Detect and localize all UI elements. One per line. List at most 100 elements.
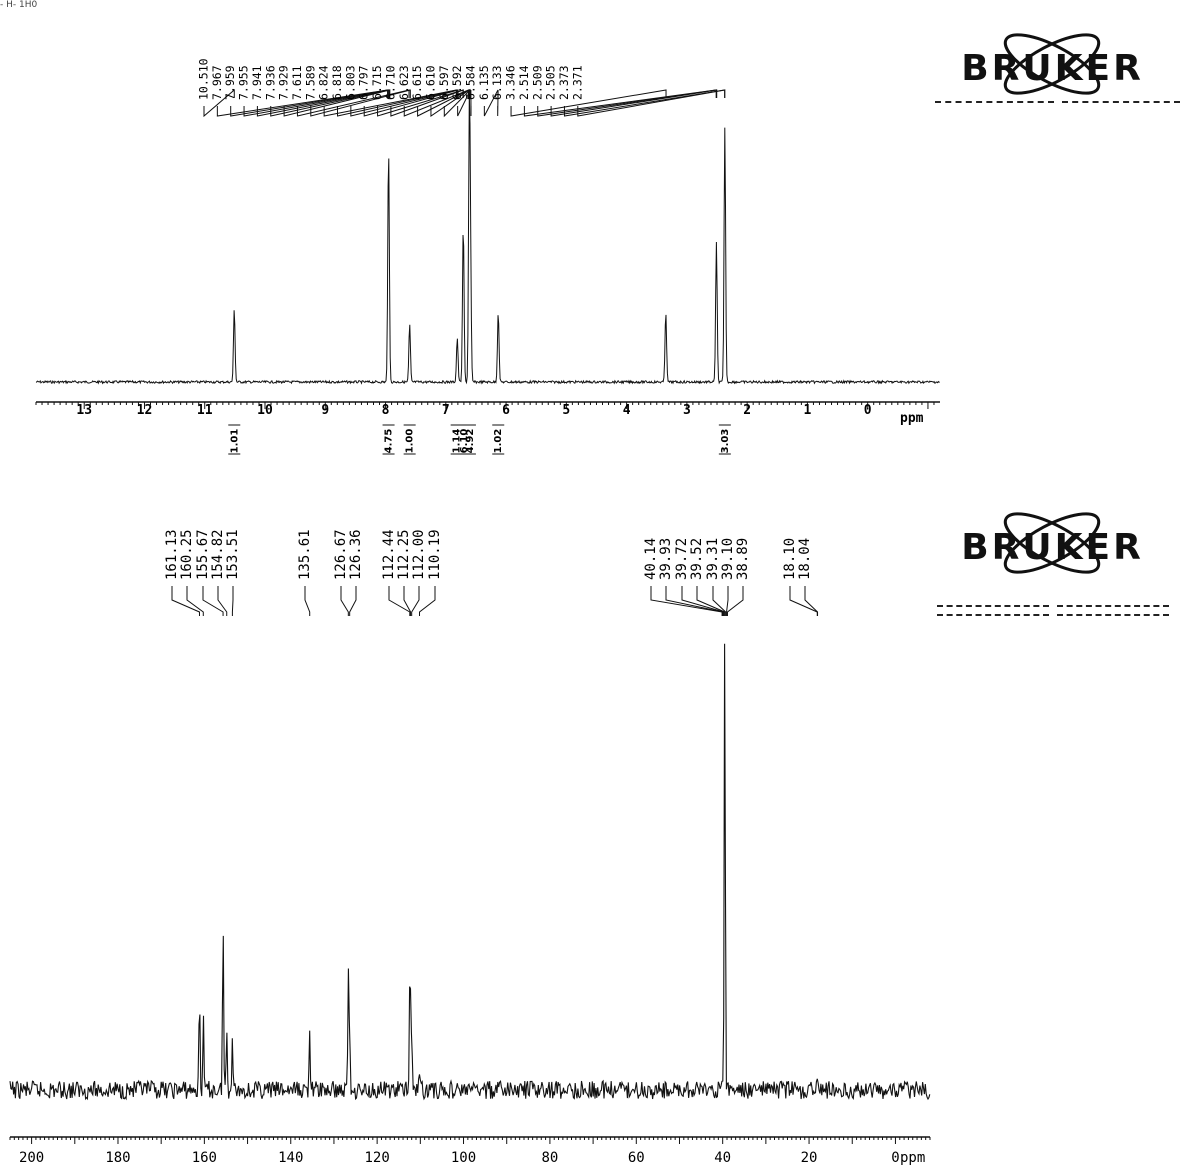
integral-value: 1.14 — [452, 429, 463, 454]
x-tick-label: 0 — [864, 403, 872, 418]
peak-shift-label: 39.52 — [689, 538, 705, 580]
peak-shift-label: 6.623 — [397, 65, 411, 100]
bruker-logo: BRUKER — [930, 503, 1175, 587]
peak-shift-label: 126.67 — [333, 529, 349, 580]
bruker-logo: BRUKER — [930, 24, 1175, 108]
x-tick-label: 160 — [192, 1150, 217, 1166]
spectrum-trace — [9, 643, 931, 1101]
peak-shift-label: 2.509 — [530, 65, 544, 100]
peak-label-connector — [203, 88, 235, 118]
header-fragment: - H- 1H0 — [0, 0, 38, 10]
peak-label-connector — [340, 586, 349, 616]
peak-label-connector — [726, 586, 729, 616]
integral-value: 3.03 — [720, 429, 731, 454]
peak-label-connector — [337, 89, 458, 117]
peak-label-connector — [696, 586, 726, 616]
peak-label-connector — [681, 586, 725, 616]
x-tick-label: 3 — [683, 403, 691, 418]
integral-bracket — [463, 424, 476, 455]
atom-orbit-icon — [1003, 33, 1101, 95]
peak-shift-label: 6.610 — [423, 65, 437, 100]
peak-label-connector — [665, 586, 724, 616]
channel-heading — [937, 614, 1169, 616]
peak-shift-label: 6.710 — [383, 65, 397, 100]
x-tick-label: 7 — [442, 403, 450, 418]
parameters-panel-1h — [935, 87, 1180, 110]
x-tick-label: 0 — [891, 1150, 899, 1166]
peak-shift-label: 112.44 — [381, 529, 397, 580]
peak-label-connector — [349, 586, 357, 616]
peak-label-connector — [388, 586, 411, 616]
peak-label-connector — [804, 586, 819, 616]
x-axis-label: ppm — [900, 1150, 925, 1166]
x-tick-label: 11 — [197, 403, 213, 418]
peak-label-connector — [430, 89, 470, 117]
peak-shift-label: 38.89 — [735, 538, 751, 580]
integral-value: 4.92 — [465, 429, 476, 454]
peak-shift-label: 112.00 — [411, 529, 427, 580]
peak-label-connector — [296, 89, 410, 117]
peak-shift-label: 6.715 — [370, 65, 384, 100]
peak-shift-label: 39.93 — [658, 538, 674, 580]
peak-shift-label: 7.955 — [237, 65, 251, 100]
peak-shift-label: 6.818 — [330, 65, 344, 100]
peak-shift-label: 7.959 — [223, 65, 237, 100]
peak-shift-label: 10.510 — [197, 58, 211, 100]
peak-label-connector — [304, 586, 311, 616]
peak-shift-label: 6.797 — [357, 65, 371, 100]
peak-label-connector — [419, 586, 436, 616]
peak-shift-label: 155.67 — [195, 529, 211, 580]
peak-shift-label: 7.611 — [290, 65, 304, 100]
peak-shift-label: 110.19 — [427, 529, 443, 580]
parameters-panel-13c — [937, 591, 1169, 623]
parameter-section — [935, 101, 1180, 103]
logo-wordmark: BRUKER — [961, 48, 1144, 89]
peak-label-connector — [403, 586, 412, 616]
peak-shift-label: 7.929 — [277, 65, 291, 100]
parameter-section — [937, 614, 1169, 616]
x-tick-label: 9 — [321, 403, 329, 418]
peak-label-connector — [577, 89, 726, 117]
x-tick-label: 140 — [278, 1150, 303, 1166]
peak-shift-label: 7.936 — [263, 65, 277, 100]
channel-heading — [935, 101, 1180, 103]
peak-label-connector — [712, 586, 727, 616]
x-tick-label: 200 — [19, 1150, 44, 1166]
peak-shift-label: 18.10 — [782, 538, 798, 580]
peak-shift-label: 6.824 — [317, 65, 331, 100]
spectrum-trace — [35, 92, 940, 385]
x-tick-label: 6 — [502, 403, 510, 418]
integral-value: 1.01 — [229, 429, 240, 454]
integral-value: 1.00 — [405, 429, 416, 454]
x-tick-label: 180 — [105, 1150, 130, 1166]
peak-shift-label: 6.135 — [477, 65, 491, 100]
peak-shift-label: 6.615 — [410, 65, 424, 100]
peak-label-connector — [726, 586, 744, 616]
peak-label-connector — [510, 89, 667, 117]
peak-shift-label: 153.51 — [225, 529, 241, 580]
peak-label-connector — [411, 586, 420, 616]
peak-shift-label: 6.133 — [490, 65, 504, 100]
peak-shift-label: 2.371 — [570, 65, 584, 100]
x-tick-label: 13 — [76, 403, 92, 418]
integral-bracket — [718, 424, 731, 455]
x-tick-label: 80 — [541, 1150, 558, 1166]
peak-shift-label: 2.373 — [557, 65, 571, 100]
x-tick-label: 1 — [803, 403, 811, 418]
channel-heading — [937, 605, 1169, 607]
peak-label-connector — [186, 586, 204, 616]
peak-label-connector — [789, 586, 818, 616]
integral-bracket — [403, 424, 416, 455]
peak-shift-label: 3.346 — [504, 65, 518, 100]
peak-shift-label: 112.25 — [396, 529, 412, 580]
peak-shift-label: 40.14 — [643, 538, 659, 580]
peak-label-connector — [171, 586, 200, 616]
x-tick-label: 4 — [623, 403, 631, 418]
peak-shift-label: 2.505 — [544, 65, 558, 100]
x-tick-label: 8 — [382, 403, 390, 418]
integral-bracket — [228, 424, 241, 455]
peak-shift-label: 126.36 — [348, 529, 364, 580]
peak-shift-label: 135.61 — [297, 529, 313, 580]
x-tick-label: 2 — [743, 403, 751, 418]
peak-shift-label: 7.967 — [210, 65, 224, 100]
